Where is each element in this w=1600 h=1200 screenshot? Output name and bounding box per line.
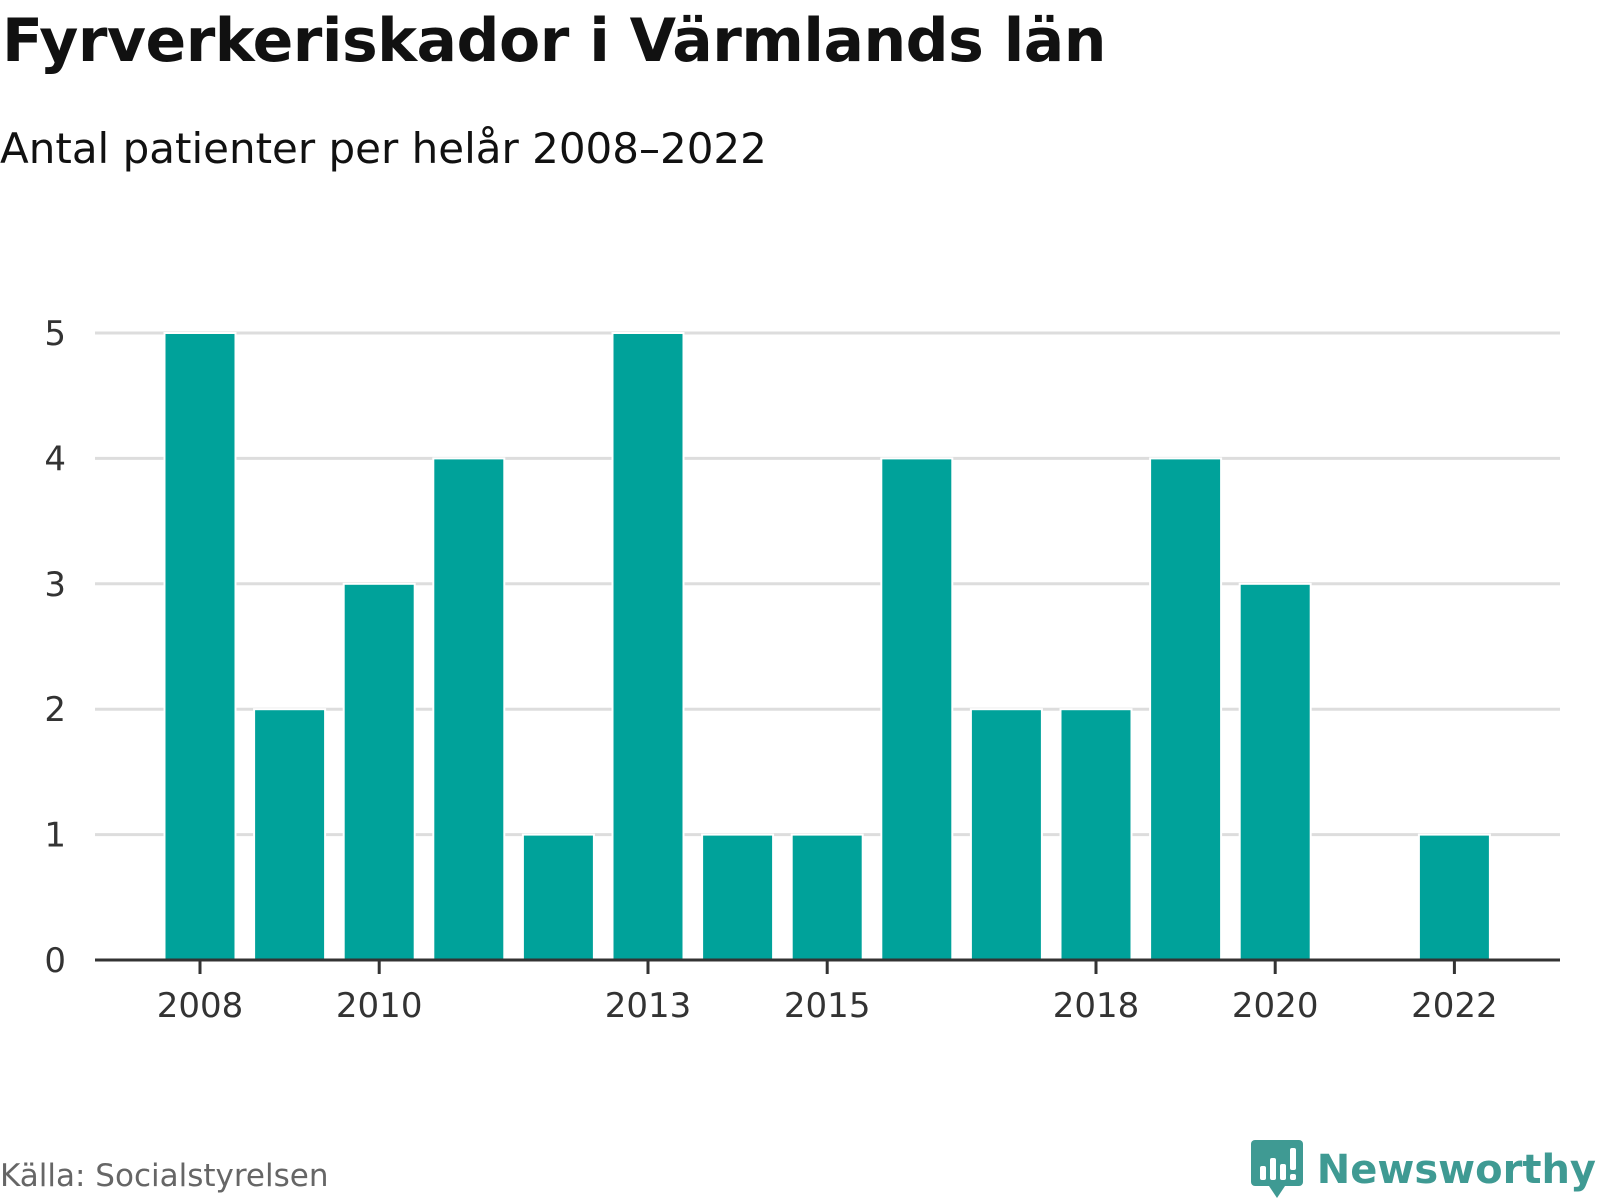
bar <box>1059 708 1133 962</box>
bar <box>969 708 1043 962</box>
x-tick-label: 2018 <box>1053 986 1140 1026</box>
x-tick-label: 2022 <box>1411 986 1498 1026</box>
y-tick-label: 2 <box>44 690 66 730</box>
bar <box>163 332 237 961</box>
bar-chart-logo-icon <box>1250 1140 1303 1198</box>
x-tick-label: 2008 <box>157 986 244 1026</box>
y-tick-label: 4 <box>44 439 66 479</box>
bar <box>432 457 506 961</box>
y-tick-label: 1 <box>44 816 66 856</box>
brand-name: Newsworthy <box>1316 1147 1596 1193</box>
x-tick-label: 2013 <box>605 986 692 1026</box>
bar <box>701 833 775 961</box>
bar <box>611 332 685 961</box>
bar <box>342 582 416 961</box>
bar <box>1417 833 1491 961</box>
bar <box>253 708 327 962</box>
x-tick-label: 2020 <box>1232 986 1319 1026</box>
y-tick-label: 5 <box>44 314 66 354</box>
brand-logo: Newsworthy <box>1250 1140 1596 1200</box>
chart-title: Fyrverkeriskador i Värmlands län <box>2 6 1107 76</box>
bar <box>1149 457 1223 961</box>
y-tick-label: 3 <box>44 565 66 605</box>
x-tick-label: 2015 <box>784 986 871 1026</box>
chart-subtitle: Antal patienter per helår 2008–2022 <box>0 124 767 173</box>
source-note: Källa: Socialstyrelsen <box>0 1158 329 1194</box>
bar <box>790 833 864 961</box>
bar <box>521 833 595 961</box>
y-tick-label: 0 <box>44 941 66 981</box>
bar <box>1238 582 1312 961</box>
bar <box>880 457 954 961</box>
x-tick-label: 2010 <box>336 986 423 1026</box>
